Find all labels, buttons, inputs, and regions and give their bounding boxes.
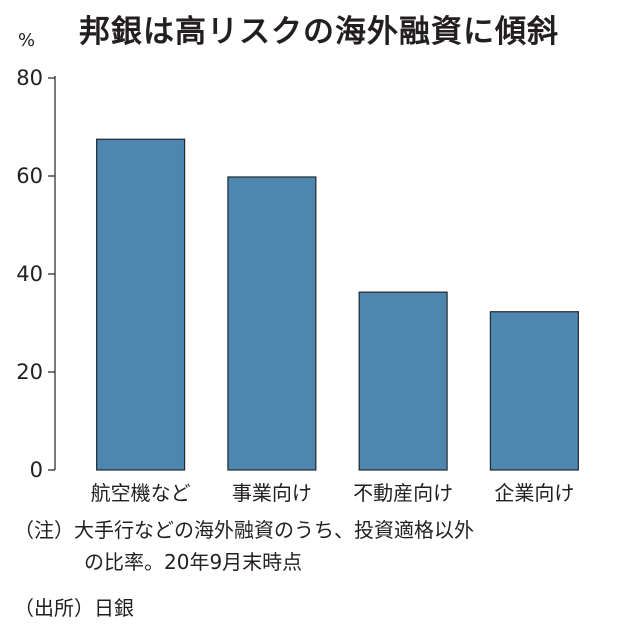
bar-3	[358, 291, 448, 471]
bar-2	[227, 176, 317, 471]
bar-4	[489, 311, 579, 471]
category-labels: 航空機など 事業向け 不動産向け 企業向け	[91, 481, 575, 505]
y-tick-label: 40	[16, 262, 43, 286]
category-label-2: 事業向け	[232, 481, 312, 505]
y-axis-ticks: 0 20 40 60 80	[16, 66, 55, 482]
y-tick-label: 60	[16, 164, 43, 188]
category-label-3: 不動産向け	[353, 481, 453, 505]
category-label-1: 航空機など	[91, 481, 191, 505]
footnote-line-2: の比率。20年9月末時点	[84, 550, 303, 574]
y-tick-label: 0	[30, 458, 43, 482]
bars	[96, 138, 579, 471]
y-axis-unit: %	[18, 30, 36, 51]
source-note: （出所）日銀	[14, 596, 134, 620]
y-tick-label: 80	[16, 66, 43, 90]
y-tick-label: 20	[16, 360, 43, 384]
footnote-line-1: （注）大手行などの海外融資のうち、投資適格以外	[14, 518, 474, 542]
category-label-4: 企業向け	[494, 481, 574, 505]
bar-1	[96, 138, 186, 471]
footnote: （注）大手行などの海外融資のうち、投資適格以外 の比率。20年9月末時点	[14, 514, 634, 578]
chart-title: 邦銀は高リスクの海外融資に傾斜	[79, 14, 559, 50]
